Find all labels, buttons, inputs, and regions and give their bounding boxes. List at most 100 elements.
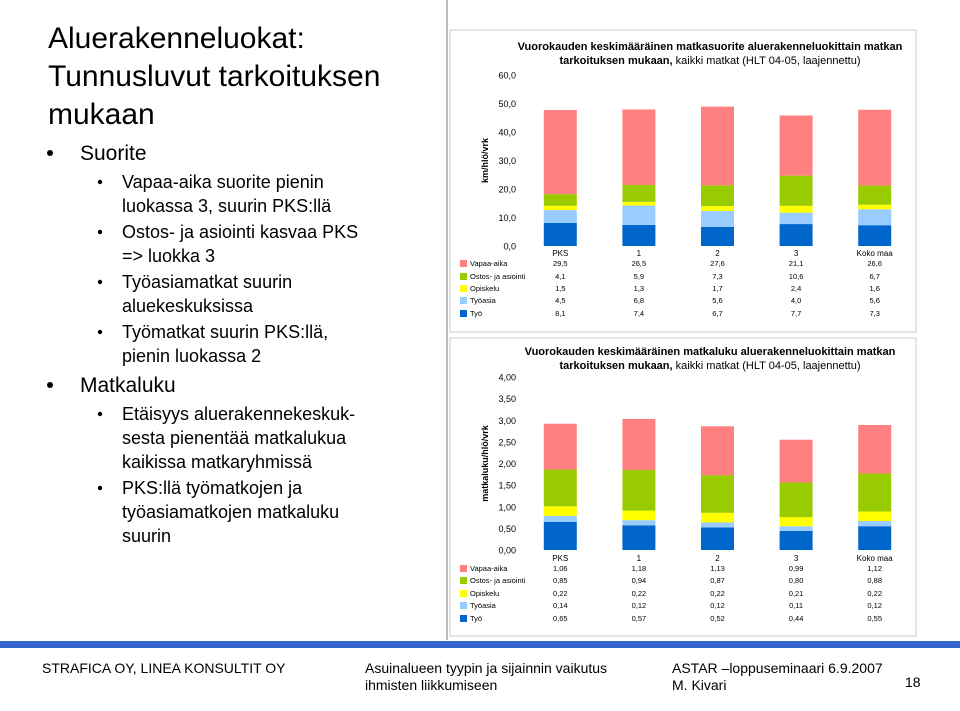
table-value: 0,57 [632,614,647,623]
bar-segment [701,426,734,476]
y-axis-label: matkaluku/hlö/vrk [480,424,490,502]
table-value: 5,6 [869,296,879,305]
x-tick-label: 1 [637,249,642,258]
bar-segment [701,185,734,207]
chart-title-box: Vuorokauden keskimääräinen matkaluku alu… [510,345,910,373]
legend-swatch [460,615,467,622]
bar-segment [779,224,813,246]
table-value: 2,4 [791,284,801,293]
table-value: 6,8 [634,296,644,305]
table-value: 1,6 [869,284,879,293]
bullet-text: Työasiamatkat suurin [122,272,292,292]
bullet-text: aluekeskuksissa [122,296,254,316]
table-value: 1,5 [555,284,565,293]
table-value: 1,12 [867,564,882,573]
table-value: 7,3 [869,309,879,318]
y-tick-label: 1,50 [498,481,516,491]
table-value: 0,65 [553,614,568,623]
x-tick-label: PKS [552,554,568,563]
bar-segment [779,517,813,527]
y-tick-label: 3,50 [498,394,516,404]
slide-title: Aluerakenneluokat: [48,22,305,55]
bullet-text: pienin luokassa 2 [122,346,261,366]
table-value: 1,18 [632,564,647,573]
table-value: 10,6 [789,272,804,281]
chart-title-box: Vuorokauden keskimääräinen matkasuorite … [518,41,903,67]
table-value: 7,7 [791,309,801,318]
bar-segment [622,510,656,521]
y-tick-label: 40,0 [498,128,516,138]
bar-segment [779,115,813,176]
x-tick-label: 3 [794,249,799,258]
chart-frame [449,29,917,333]
bar-segment [701,206,734,211]
page-number: 18 [905,674,921,690]
footer-center: ihmisten liikkumiseen [365,677,497,693]
bar-segment [858,521,892,527]
bullet-dot [97,279,103,285]
table-value: 0,94 [632,576,647,585]
table-value: 0,22 [632,589,647,598]
bar-segment [858,473,892,512]
table-value: 4,0 [791,296,801,305]
table-value: 0,80 [789,576,804,585]
table-value: 0,44 [789,614,804,623]
bar-segment [622,224,656,246]
legend-label: Opiskelu [470,284,499,293]
table-value: 6,7 [712,309,722,318]
bullet-text: Työmatkat suurin PKS:llä, [122,322,328,342]
table-value: 5,6 [712,296,722,305]
footer-right: ASTAR –loppuseminaari 6.9.2007 [672,660,883,676]
x-tick-label: 2 [715,554,720,563]
bar-segment [622,185,656,202]
bar-segment [701,226,734,246]
bullet-dot [97,411,103,417]
bar-segment [543,222,577,246]
x-tick-label: Koko maa [857,554,894,563]
bar-segment [622,520,656,526]
slide-title: mukaan [48,98,155,131]
legend-label: Vapaa-aika [470,259,508,268]
bar-segment [858,511,892,522]
bar-segment [701,512,734,523]
bullet-heading: Suorite [80,142,147,165]
table-value: 0,21 [789,589,804,598]
table-value: 1,06 [553,564,568,573]
table-value: 29,5 [553,259,568,268]
table-value: 21,1 [789,259,804,268]
bar-segment [858,209,892,226]
bullet-dot [47,150,53,156]
table-value: 0,55 [867,614,882,623]
bar-segment [858,425,892,474]
x-tick-label: 2 [715,249,720,258]
legend-swatch [460,285,467,292]
bullet-text: Vapaa-aika suorite pienin [122,172,324,192]
x-tick-label: 1 [637,554,642,563]
legend-swatch [460,602,467,609]
bar-segment [701,522,734,528]
table-value: 6,7 [869,272,879,281]
bar-segment [779,526,813,531]
legend-swatch [460,273,467,280]
bar-segment [858,109,892,186]
table-value: 0,22 [867,589,882,598]
y-tick-label: 1,00 [498,502,516,512]
bar-segment [779,530,813,550]
bar-segment [701,527,734,550]
y-tick-label: 2,00 [498,459,516,469]
bullet-text: suurin [122,526,171,546]
bar-segment [858,204,892,210]
chart-title: Vuorokauden keskimääräinen matkaluku alu… [510,345,910,373]
bullet-dot [97,485,103,491]
x-tick-label: Koko maa [857,249,894,258]
bullet-text: sesta pienentää matkalukua [122,428,347,448]
table-value: 0,22 [710,589,725,598]
bar-segment [701,475,734,513]
table-value: 1,13 [710,564,725,573]
chart-subtitle: kaikki matkat (HLT 04-05, laajennettu) [675,360,861,372]
bar-segment [622,109,656,186]
bullet-text: => luokka 3 [122,246,215,266]
y-tick-label: 0,0 [503,242,516,252]
table-value: 0,12 [710,601,725,610]
legend-swatch [460,565,467,572]
